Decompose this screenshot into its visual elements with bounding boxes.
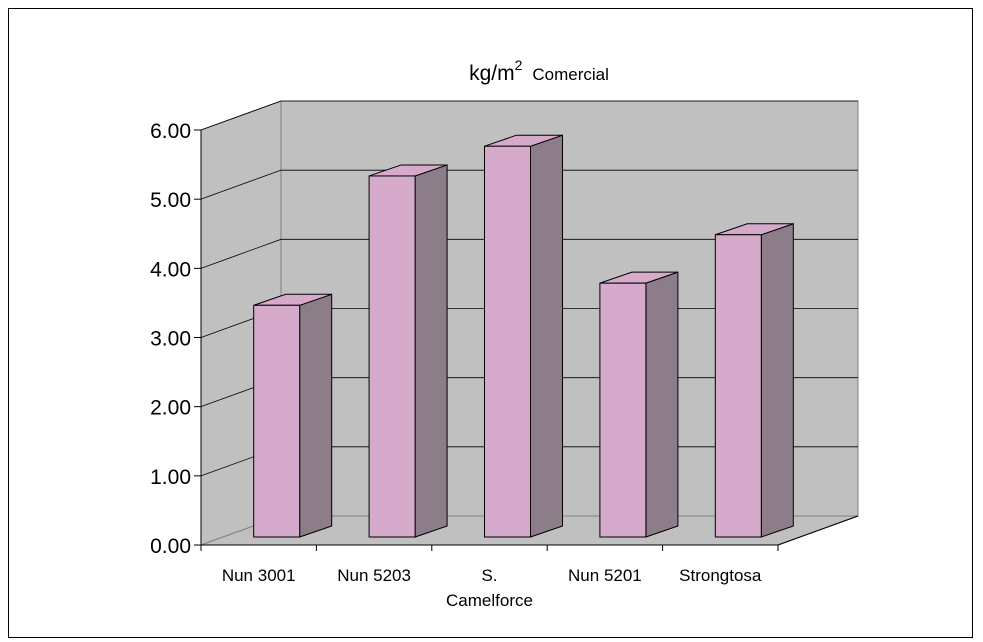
bar [485, 146, 531, 537]
x-tick-label: Nun 5201 [568, 566, 642, 585]
y-tick-label: 4.00 [150, 258, 191, 281]
bar [254, 305, 300, 537]
bar-side [415, 165, 447, 537]
bar [600, 283, 646, 537]
x-tick-label: Nun 5203 [337, 566, 411, 585]
y-tick-label: 6.00 [150, 120, 191, 143]
y-tick-label: 1.00 [150, 466, 191, 489]
title-superscript: 2 [515, 57, 523, 73]
bar [715, 235, 761, 537]
bar [369, 176, 415, 537]
bar-side [646, 272, 678, 537]
y-tick-label: 2.00 [150, 397, 191, 420]
chart-title: kg/m2 Comercial [469, 57, 609, 85]
x-tick-label: S. [481, 566, 497, 585]
x-tick-label: Camelforce [446, 591, 533, 610]
x-tick-label: Nun 3001 [222, 566, 296, 585]
y-tick-label: 5.00 [150, 189, 191, 212]
title-unit: kg/m [469, 62, 515, 85]
bar-side [300, 294, 332, 537]
bar-side [531, 135, 563, 537]
y-tick-label: 0.00 [150, 535, 191, 558]
title-name: Comercial [532, 65, 609, 84]
bar-side [761, 224, 793, 537]
y-tick-label: 3.00 [150, 328, 191, 351]
x-tick-label: Strongtosa [679, 566, 762, 585]
